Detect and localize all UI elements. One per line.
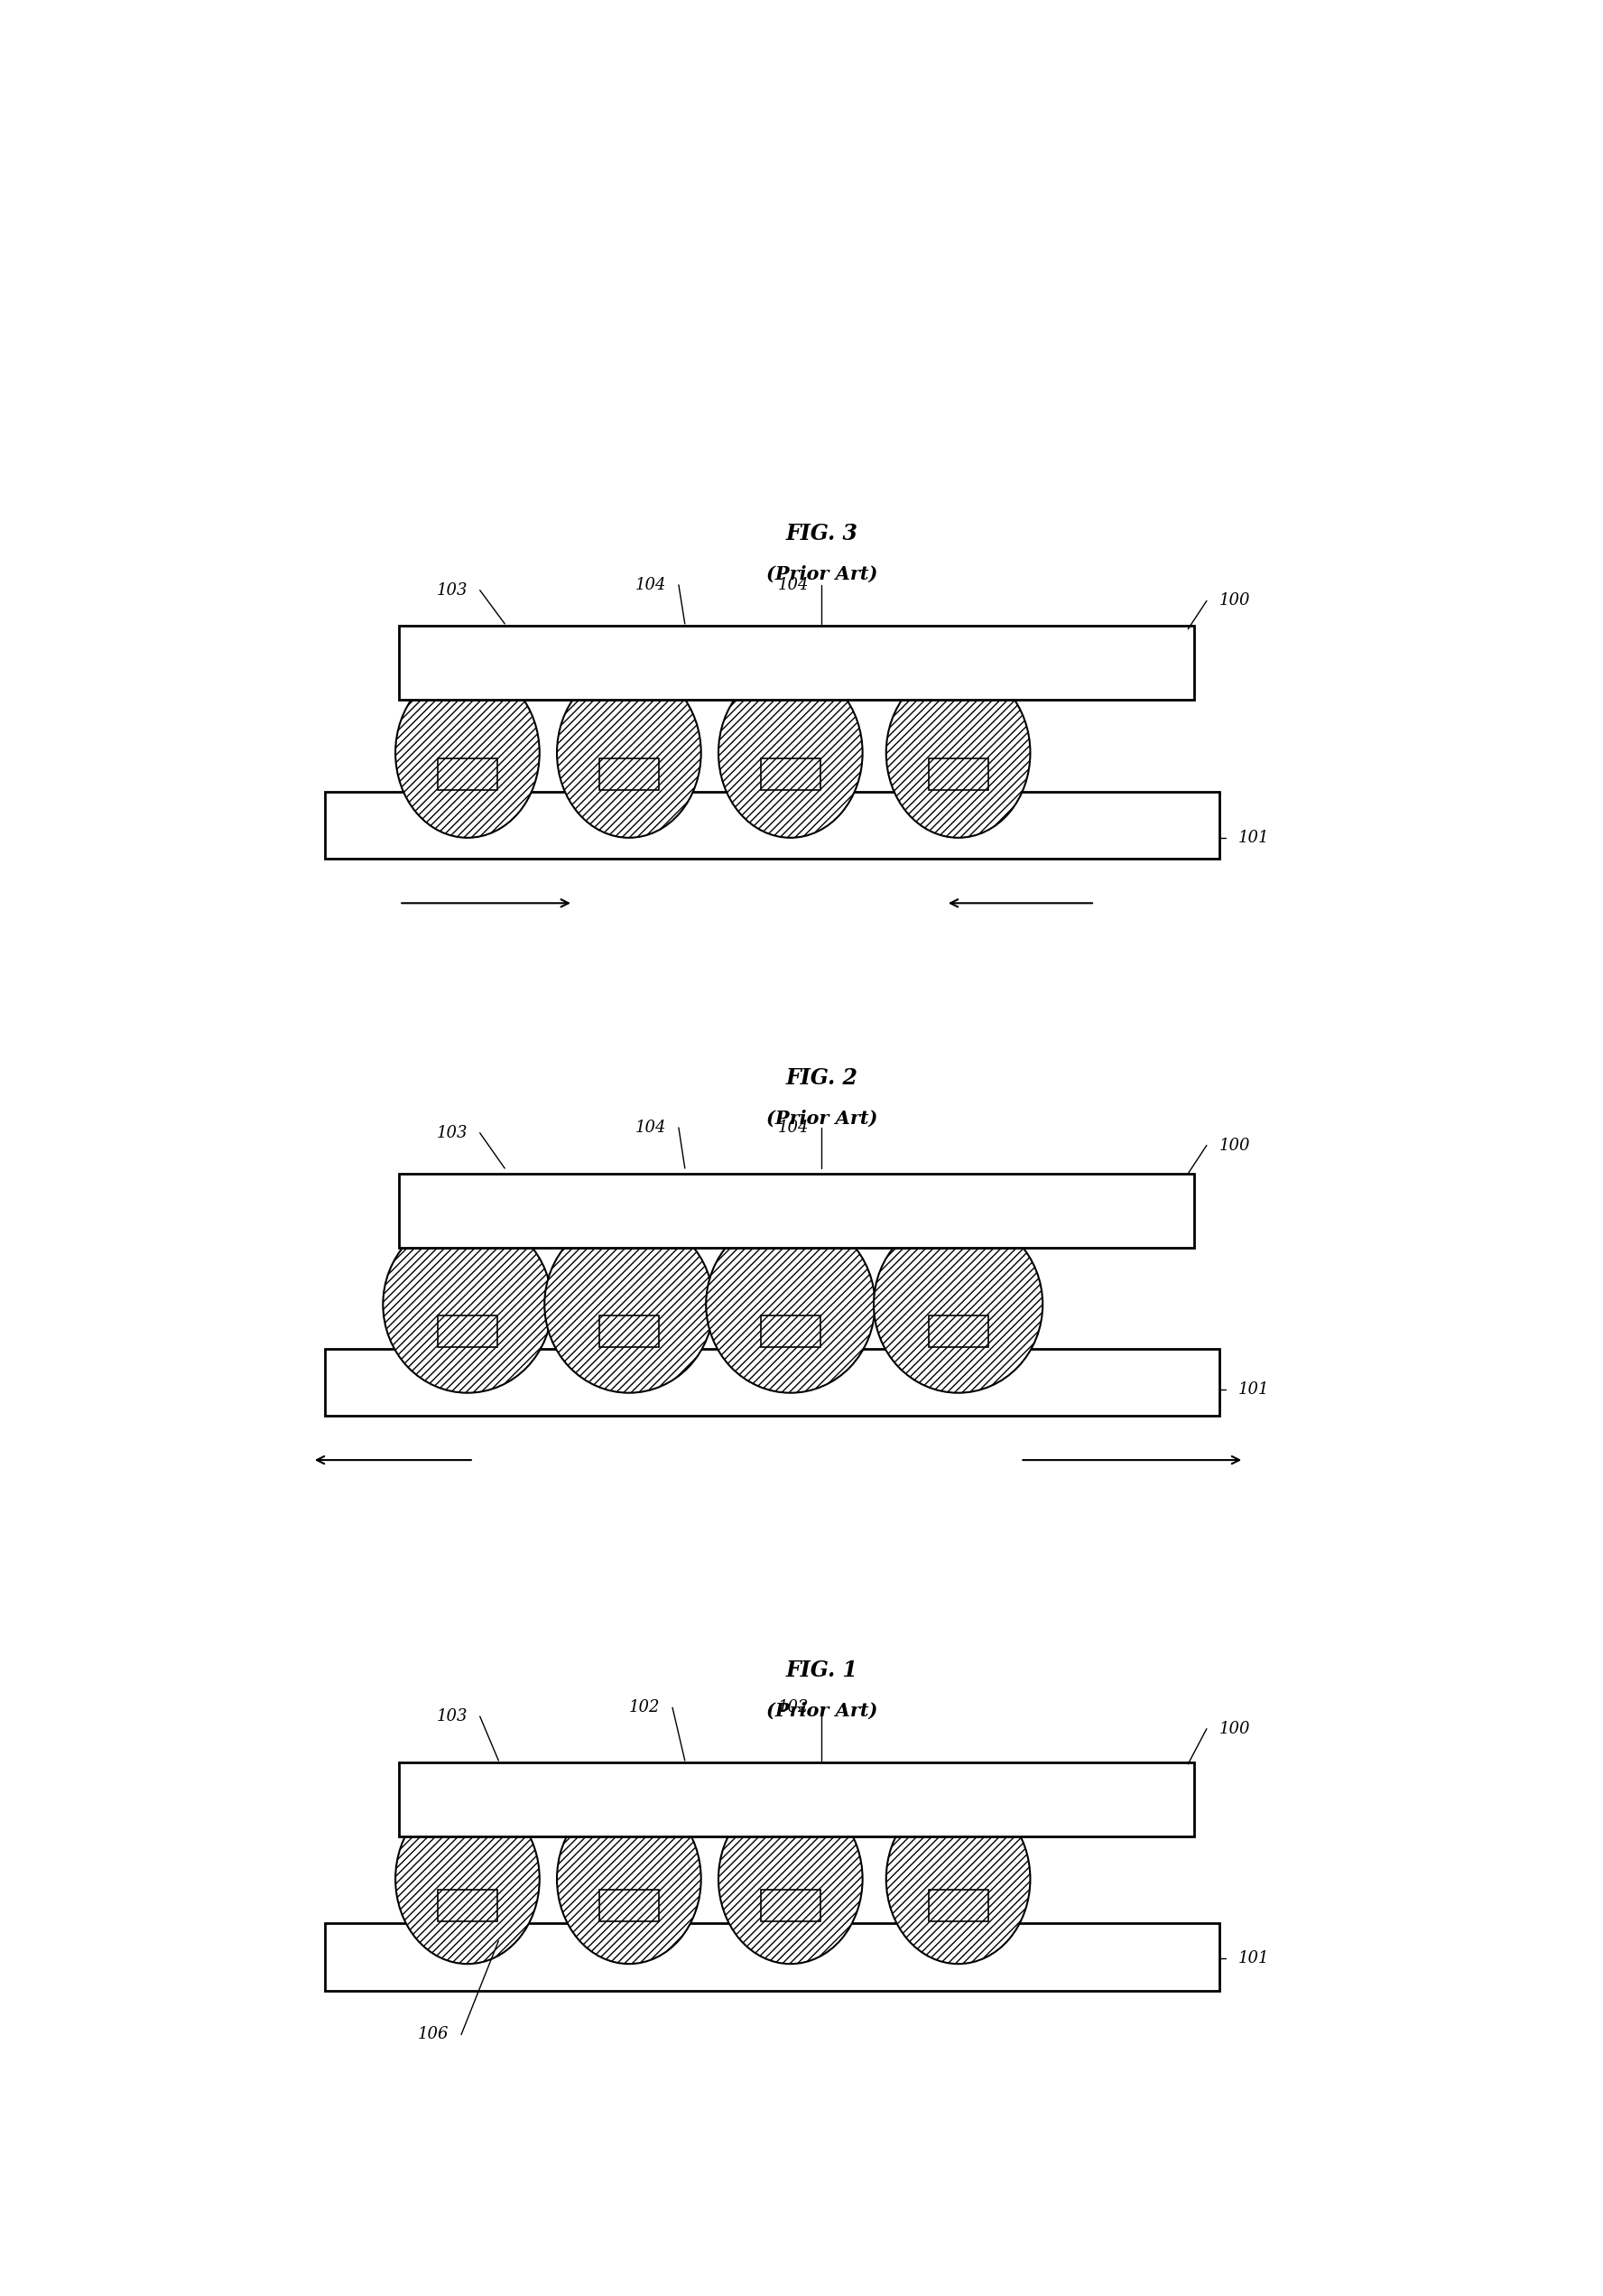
Text: 106: 106 [418,2027,449,2043]
Bar [761,758,821,790]
Text: FIG. 3: FIG. 3 [785,523,858,544]
Bar [399,1173,1194,1249]
Ellipse shape [396,668,540,838]
Text: 104: 104 [635,1120,667,1137]
Text: 103: 103 [436,1708,468,1724]
Text: 104: 104 [635,576,667,592]
Bar [761,1890,821,1922]
Ellipse shape [874,1217,1042,1394]
Text: 103: 103 [436,583,468,599]
Text: (Prior Art): (Prior Art) [766,1109,877,1127]
Bar [438,1890,497,1922]
Bar [438,758,497,790]
Ellipse shape [886,668,1031,838]
Bar [324,1348,1218,1417]
Text: 104: 104 [777,576,810,592]
Bar [399,1763,1194,1837]
Bar [928,758,987,790]
Ellipse shape [556,1793,701,1963]
Bar [438,1316,497,1348]
Ellipse shape [556,668,701,838]
Text: (Prior Art): (Prior Art) [766,565,877,583]
Text: 102: 102 [628,1699,660,1715]
Text: 104: 104 [777,1120,810,1137]
Bar [600,758,659,790]
Bar [928,1890,987,1922]
Ellipse shape [886,1793,1031,1963]
Text: FIG. 1: FIG. 1 [785,1660,858,1681]
Text: 102: 102 [777,1699,810,1715]
Text: 101: 101 [1238,829,1270,845]
Text: 101: 101 [1238,1382,1270,1398]
Text: (Prior Art): (Prior Art) [766,1701,877,1720]
Text: 100: 100 [1218,592,1250,608]
Text: 100: 100 [1218,1137,1250,1153]
Text: 100: 100 [1218,1720,1250,1736]
Ellipse shape [383,1217,551,1394]
Text: FIG. 2: FIG. 2 [785,1068,858,1088]
Text: 101: 101 [1238,1952,1270,1968]
Ellipse shape [396,1793,540,1963]
Bar [600,1316,659,1348]
Ellipse shape [545,1217,713,1394]
Text: 103: 103 [436,1125,468,1141]
Ellipse shape [705,1217,875,1394]
Ellipse shape [718,1793,862,1963]
Ellipse shape [718,668,862,838]
Bar [324,792,1218,859]
Bar [761,1316,821,1348]
Bar [600,1890,659,1922]
Bar [399,625,1194,700]
Bar [928,1316,987,1348]
Bar [324,1924,1218,1991]
